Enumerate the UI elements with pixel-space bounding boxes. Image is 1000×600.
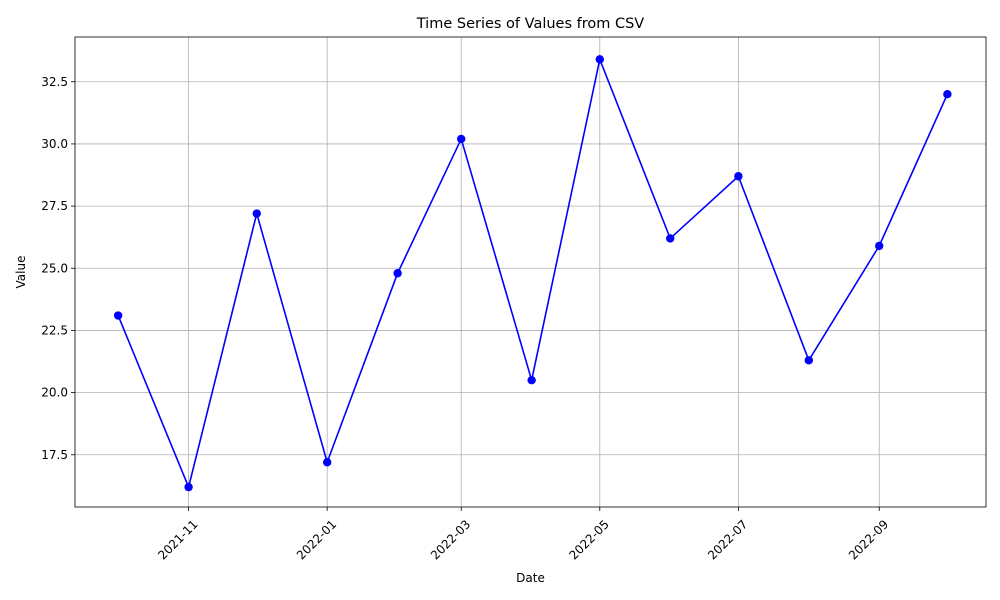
chart-title: Time Series of Values from CSV bbox=[416, 16, 645, 32]
y-axis-title: Value bbox=[14, 256, 28, 289]
grid-layer bbox=[75, 37, 986, 507]
data-point bbox=[322, 458, 332, 467]
x-axis-title: Date bbox=[516, 571, 545, 585]
y-tick-label: 22.5 bbox=[41, 323, 68, 337]
x-tick-label: 2022-09 bbox=[846, 517, 891, 562]
data-point bbox=[875, 241, 884, 251]
y-tick-label: 32.5 bbox=[41, 75, 68, 89]
data-point bbox=[113, 311, 123, 320]
data-point bbox=[595, 55, 604, 64]
y-tick-label: 25.0 bbox=[41, 261, 68, 275]
data-point bbox=[184, 482, 193, 492]
y-tick-label: 17.5 bbox=[41, 448, 68, 462]
y-tick-label: 27.5 bbox=[41, 199, 68, 213]
data-point bbox=[943, 89, 952, 99]
y-tick-label: 20.0 bbox=[41, 386, 68, 400]
axis-layer: 2021-11 2022-01 2022-03 2022-05 2022-07 2022-… bbox=[41, 75, 891, 563]
data-point bbox=[527, 375, 536, 385]
data-point bbox=[252, 209, 261, 218]
y-tick-label: 30.0 bbox=[41, 137, 68, 151]
x-tick-label: 2022-01 bbox=[294, 517, 339, 562]
plot-frame bbox=[74, 36, 987, 508]
x-tick-label: 2022-05 bbox=[566, 517, 611, 562]
data-layer bbox=[113, 55, 952, 492]
data-point bbox=[804, 356, 813, 365]
x-tick-label: 2022-03 bbox=[428, 517, 473, 562]
x-tick-label: 2022-07 bbox=[705, 517, 750, 562]
series-line bbox=[117, 56, 949, 490]
data-point bbox=[393, 269, 402, 278]
data-point bbox=[666, 234, 675, 243]
x-tick-label: 2021-11 bbox=[155, 517, 200, 562]
data-point bbox=[457, 134, 466, 144]
data-point bbox=[734, 172, 743, 181]
